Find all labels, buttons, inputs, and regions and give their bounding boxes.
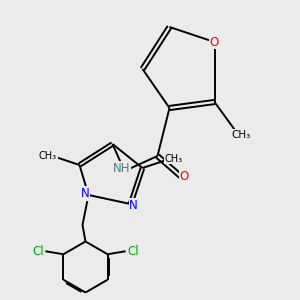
Text: Cl: Cl — [127, 245, 139, 258]
Text: N: N — [129, 199, 138, 212]
Text: NH: NH — [113, 161, 130, 175]
Text: CH₃: CH₃ — [232, 130, 251, 140]
Text: O: O — [210, 35, 219, 49]
Text: Cl: Cl — [32, 245, 44, 258]
Text: N: N — [81, 187, 90, 200]
Text: CH₃: CH₃ — [39, 151, 57, 161]
Text: CH₃: CH₃ — [165, 154, 183, 164]
Text: O: O — [180, 170, 189, 184]
